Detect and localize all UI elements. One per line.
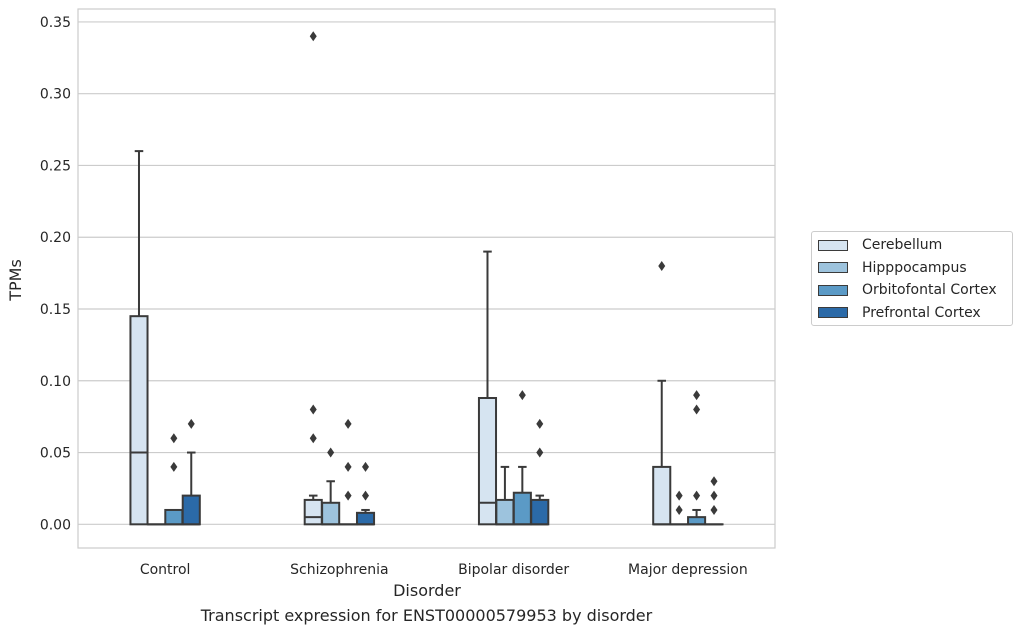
legend-label: Prefrontal Cortex xyxy=(862,304,981,321)
outlier-point xyxy=(170,433,178,444)
legend-item: Orbitofontal Cortex xyxy=(818,280,997,300)
y-tick-label: 0.20 xyxy=(40,230,71,246)
box-hipppocampus xyxy=(321,447,341,526)
outlier-point xyxy=(344,418,352,429)
outlier-point xyxy=(693,390,701,401)
outlier-point xyxy=(309,404,317,415)
outlier-point xyxy=(710,504,718,515)
legend-swatch xyxy=(818,284,848,296)
y-tick-label: 0.35 xyxy=(40,15,71,31)
box-prefrontal-cortex xyxy=(530,418,550,526)
plot-area xyxy=(77,8,776,549)
box-cerebellum xyxy=(652,260,672,526)
box-prefrontal-cortex xyxy=(181,418,201,526)
box xyxy=(687,516,707,526)
box-orbitofontal-cortex xyxy=(164,433,184,526)
outlier-point xyxy=(675,490,683,501)
box xyxy=(512,491,532,526)
x-tick-label: Bipolar disorder xyxy=(458,562,569,578)
box xyxy=(355,511,376,526)
outlier-point xyxy=(693,404,701,415)
x-tick-label: Major depression xyxy=(628,562,748,578)
box xyxy=(181,494,201,526)
x-tick-label: Schizophrenia xyxy=(290,562,388,578)
y-tick-label: 0.15 xyxy=(40,302,71,318)
box xyxy=(477,396,498,526)
outlier-point xyxy=(344,461,352,472)
outlier-point xyxy=(710,490,718,501)
legend-label: Orbitofontal Cortex xyxy=(862,282,997,298)
box xyxy=(321,501,341,526)
box-hipppocampus xyxy=(669,490,689,526)
box-prefrontal-cortex xyxy=(704,476,724,526)
outlier-point xyxy=(675,504,683,515)
box xyxy=(164,508,184,526)
legend-swatch xyxy=(818,262,848,273)
outlier-point xyxy=(658,260,666,271)
outlier-point xyxy=(344,490,352,501)
outlier-point xyxy=(187,418,195,429)
legend-item: Prefrontal Cortex xyxy=(818,303,981,323)
y-tick-label: 0.30 xyxy=(40,87,71,103)
x-axis-label: Disorder xyxy=(393,581,461,600)
legend-item: Hipppocampus xyxy=(818,258,967,278)
y-tick-labels: 0.00 0.05 0.10 0.15 0.20 0.25 0.30 0.35 xyxy=(40,15,71,533)
y-tick-label: 0.10 xyxy=(40,374,71,390)
box xyxy=(129,315,149,526)
box-cerebellum xyxy=(303,31,323,526)
box xyxy=(652,465,672,526)
box-orbitofontal-cortex xyxy=(512,390,532,526)
outlier-point xyxy=(536,418,544,429)
y-axis-label: TPMs xyxy=(6,259,25,302)
box-series xyxy=(129,31,724,526)
legend-swatch xyxy=(818,307,848,318)
x-tick-label: Control xyxy=(140,562,191,578)
box-cerebellum xyxy=(129,150,149,526)
box xyxy=(303,498,323,526)
box-cerebellum xyxy=(477,250,498,526)
outlier-point xyxy=(693,490,701,501)
box-orbitofontal-cortex xyxy=(338,418,358,526)
box xyxy=(495,498,515,526)
outlier-point xyxy=(710,476,718,487)
y-tick-label: 0.00 xyxy=(40,517,71,533)
outlier-point xyxy=(518,390,526,401)
y-tick-label: 0.05 xyxy=(40,446,71,462)
box-prefrontal-cortex xyxy=(355,461,376,526)
box-orbitofontal-cortex xyxy=(687,390,707,526)
chart-caption: Transcript expression for ENST0000057995… xyxy=(200,606,653,625)
outlier-point xyxy=(309,433,317,444)
box xyxy=(530,498,550,526)
grid-lines xyxy=(78,21,775,525)
legend-item: Cerebellum xyxy=(818,235,942,255)
outlier-point xyxy=(327,447,335,458)
outlier-point xyxy=(170,461,178,472)
legend-label: Cerebellum xyxy=(862,237,943,253)
legend-label: Hipppocampus xyxy=(862,259,967,276)
box-hipppocampus xyxy=(495,465,515,526)
outlier-point xyxy=(536,447,544,458)
legend: Cerebellum Hipppocampus Orbitofontal Corte… xyxy=(811,231,1013,326)
outlier-point xyxy=(309,31,317,42)
x-tick-labels: Control Schizophrenia Bipolar disorder Majo… xyxy=(140,562,748,578)
outlier-point xyxy=(362,461,370,472)
outlier-point xyxy=(362,490,370,501)
y-tick-label: 0.25 xyxy=(40,158,71,174)
legend-swatch xyxy=(818,239,848,251)
